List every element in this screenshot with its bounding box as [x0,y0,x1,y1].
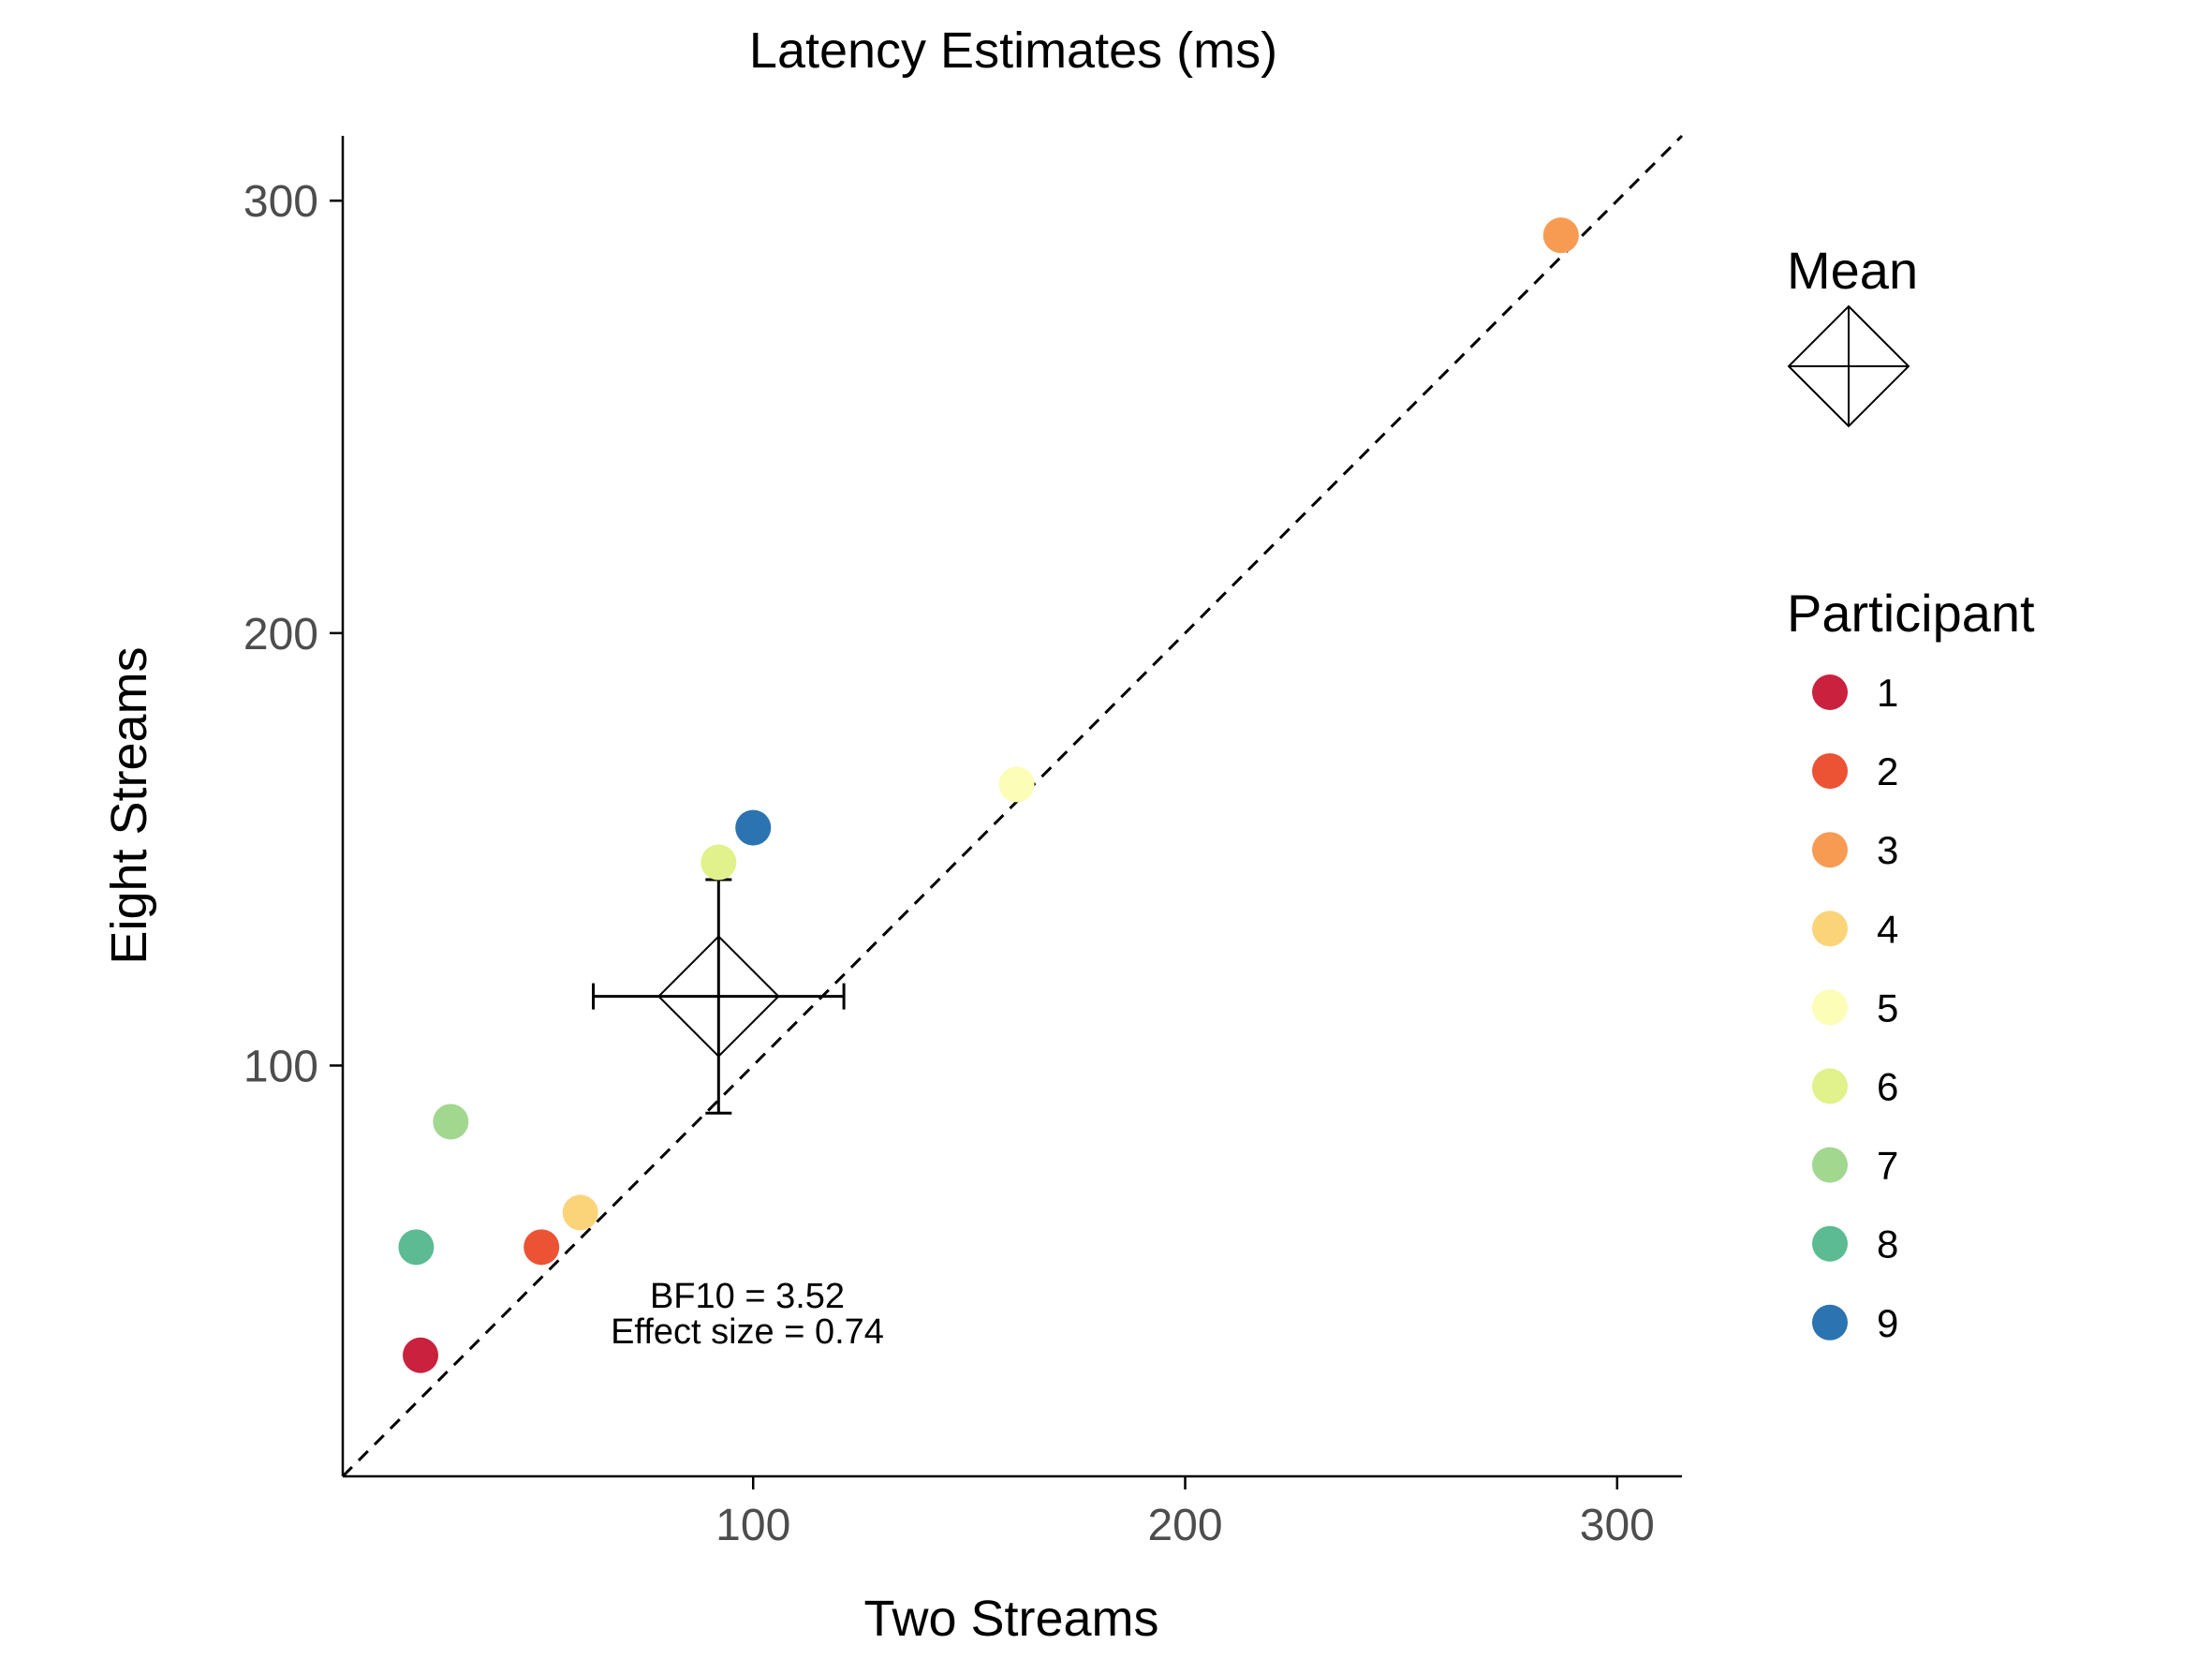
participant-point-7 [433,1104,469,1140]
data-points [398,217,1579,1373]
y-axis-title: Eight Streams [101,646,157,964]
mean-marker [592,878,846,1115]
chart-title: Latency Estimates (ms) [749,22,1277,79]
y-tick-label: 200 [243,610,318,659]
x-tick-label: 100 [715,1501,790,1550]
legend-swatch-1 [1812,674,1848,710]
x-tick-label: 200 [1147,1501,1222,1550]
participant-point-1 [403,1337,439,1373]
legend-label-9: 9 [1877,1301,1898,1345]
bayes-factor-annotation: BF10 = 3.52 [650,1277,845,1316]
legend-swatch-5 [1812,989,1848,1026]
plot-area: 100 200 300 100 200 300 [243,134,1684,1550]
legend-participant-title: Participant [1787,584,2035,643]
y-tick-label: 100 [243,1042,318,1091]
legend-swatch-2 [1812,753,1848,790]
x-tick-label: 300 [1580,1501,1655,1550]
legend: Mean Participant 1 2 3 4 5 6 7 8 9 [1787,241,2035,1345]
participant-point-9 [735,809,772,846]
legend-swatch-8 [1812,1225,1848,1262]
participant-point-5 [998,766,1035,803]
legend-label-2: 2 [1877,749,1898,793]
legend-mean-title: Mean [1787,241,1918,300]
participant-point-3 [1542,217,1579,254]
legend-swatch-3 [1812,832,1848,868]
x-axis-title: Two Streams [863,1591,1158,1647]
identity-reference-line [341,134,1684,1478]
legend-swatch-9 [1812,1304,1848,1341]
mean-diamond [656,935,780,1059]
legend-label-1: 1 [1877,671,1898,715]
legend-label-3: 3 [1877,828,1898,872]
legend-label-7: 7 [1877,1144,1898,1188]
y-axis-ticks: 100 200 300 [243,177,343,1091]
mean-diamond-icon [1787,304,1910,428]
participant-point-2 [524,1229,560,1266]
legend-swatch-4 [1812,911,1848,947]
legend-swatch-7 [1812,1147,1848,1183]
legend-label-4: 4 [1877,907,1898,951]
participant-point-8 [398,1229,435,1266]
legend-swatch-6 [1812,1068,1848,1104]
x-axis-ticks: 100 200 300 [715,1476,1655,1550]
effect-size-annotation: Effect size = 0.74 [611,1312,884,1352]
legend-label-6: 6 [1877,1065,1898,1109]
participant-point-6 [700,844,737,881]
participant-point-4 [562,1194,598,1231]
y-tick-label: 300 [243,177,318,227]
legend-label-8: 8 [1877,1222,1898,1266]
legend-label-5: 5 [1877,985,1898,1029]
legend-entries: 1 2 3 4 5 6 7 8 9 [1812,671,1898,1345]
